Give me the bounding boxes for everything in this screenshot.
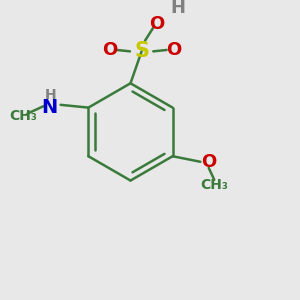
Text: O: O (166, 41, 181, 59)
Text: H: H (170, 0, 185, 17)
Text: H: H (45, 88, 57, 102)
Text: O: O (149, 15, 164, 33)
Text: O: O (102, 41, 117, 59)
Text: CH₃: CH₃ (200, 178, 228, 192)
Text: O: O (201, 153, 216, 171)
Text: N: N (41, 98, 58, 117)
Text: CH₃: CH₃ (9, 109, 37, 123)
Text: S: S (134, 41, 149, 61)
